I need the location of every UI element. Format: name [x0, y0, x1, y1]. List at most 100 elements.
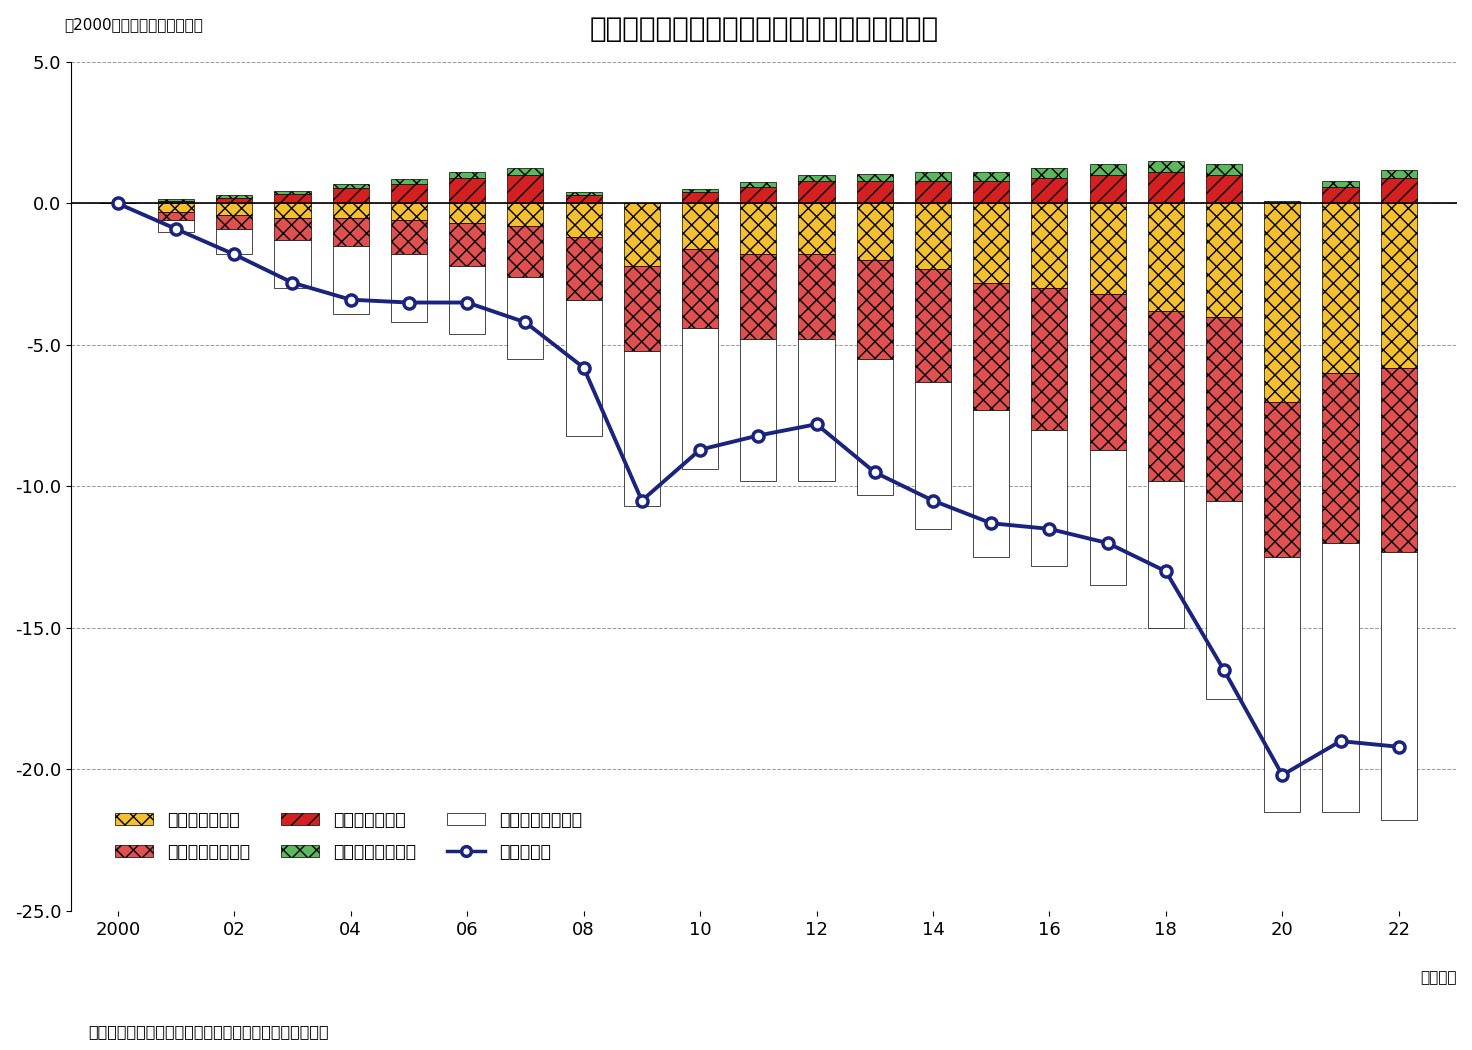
Bar — [216, 204, 252, 215]
Bar — [158, 204, 194, 212]
Bar — [1264, 401, 1300, 558]
Bar — [857, 260, 894, 359]
Bar — [565, 204, 602, 237]
Bar — [449, 204, 486, 224]
Bar — [565, 192, 602, 195]
Bar — [973, 411, 1010, 558]
Bar — [449, 266, 486, 334]
Bar — [158, 220, 194, 232]
Bar — [565, 237, 602, 299]
Bar — [916, 204, 951, 269]
Bar — [508, 226, 543, 277]
Bar — [508, 168, 543, 175]
Bar — [1381, 368, 1418, 551]
Bar — [1089, 175, 1126, 204]
Bar — [508, 277, 543, 359]
Bar — [740, 339, 776, 481]
Bar — [682, 192, 718, 204]
Bar — [1148, 204, 1183, 311]
Bar — [449, 224, 486, 266]
Text: （暦年）: （暦年） — [1420, 970, 1457, 985]
Bar — [1206, 164, 1242, 175]
Bar — [740, 187, 776, 204]
Bar — [392, 220, 427, 254]
Bar — [1381, 178, 1418, 204]
Bar — [1148, 172, 1183, 204]
Bar — [682, 189, 718, 192]
Bar — [274, 204, 311, 217]
Bar — [274, 193, 311, 204]
Bar — [682, 204, 718, 249]
Bar — [333, 184, 369, 188]
Bar — [1381, 551, 1418, 820]
Bar — [798, 181, 835, 204]
Bar — [274, 191, 311, 193]
Bar — [158, 212, 194, 220]
Bar — [798, 339, 835, 481]
Bar — [508, 204, 543, 226]
Bar — [333, 188, 369, 204]
Bar — [1322, 373, 1359, 543]
Bar — [565, 299, 602, 436]
Bar — [1322, 543, 1359, 812]
Bar — [1381, 204, 1418, 368]
Bar — [973, 204, 1010, 282]
Bar — [798, 254, 835, 339]
Bar — [973, 172, 1010, 181]
Bar — [624, 351, 659, 506]
Bar — [216, 195, 252, 197]
Bar — [1148, 311, 1183, 481]
Bar — [857, 359, 894, 495]
Bar — [333, 246, 369, 314]
Bar — [1148, 481, 1183, 628]
Bar — [1089, 164, 1126, 175]
Bar — [392, 254, 427, 322]
Bar — [392, 184, 427, 204]
Bar — [1032, 289, 1067, 429]
Bar — [973, 282, 1010, 411]
Bar — [1089, 449, 1126, 586]
Bar — [1322, 187, 1359, 204]
Bar — [1381, 169, 1418, 179]
Bar — [740, 183, 776, 187]
Bar — [1322, 204, 1359, 373]
Bar — [1206, 317, 1242, 501]
Text: （2000年からの乖離、時間）: （2000年からの乖離、時間） — [65, 17, 203, 33]
Bar — [449, 172, 486, 179]
Bar — [1206, 501, 1242, 698]
Bar — [1264, 204, 1300, 401]
Bar — [333, 217, 369, 246]
Bar — [1148, 161, 1183, 172]
Bar — [508, 175, 543, 204]
Bar — [274, 217, 311, 240]
Bar — [682, 249, 718, 328]
Bar — [274, 240, 311, 289]
Bar — [740, 254, 776, 339]
Bar — [624, 204, 659, 266]
Bar — [857, 173, 894, 181]
Bar — [1089, 294, 1126, 449]
Bar — [1206, 175, 1242, 204]
Bar — [392, 180, 427, 184]
Bar — [916, 382, 951, 529]
Bar — [1264, 201, 1300, 204]
Bar — [216, 197, 252, 204]
Bar — [216, 229, 252, 254]
Bar — [857, 181, 894, 204]
Bar — [158, 200, 194, 201]
Bar — [682, 328, 718, 469]
Bar — [1322, 181, 1359, 187]
Bar — [916, 181, 951, 204]
Legend: 所定内（一般）, 所定内（パート）, 所定外（一般）, 所定外（パート）, パートタイム比率, 総労働時間: 所定内（一般）, 所定内（パート）, 所定外（一般）, 所定外（パート）, パー… — [107, 804, 589, 868]
Bar — [798, 204, 835, 254]
Bar — [158, 201, 194, 204]
Bar — [916, 269, 951, 382]
Bar — [392, 204, 427, 220]
Bar — [1032, 429, 1067, 566]
Text: （備考）厚生労働省「毎月勤労統計調査」により作成。: （備考）厚生労働省「毎月勤労統計調査」により作成。 — [88, 1025, 328, 1040]
Bar — [449, 178, 486, 204]
Bar — [973, 181, 1010, 204]
Bar — [1032, 168, 1067, 178]
Bar — [1032, 178, 1067, 204]
Bar — [1089, 204, 1126, 294]
